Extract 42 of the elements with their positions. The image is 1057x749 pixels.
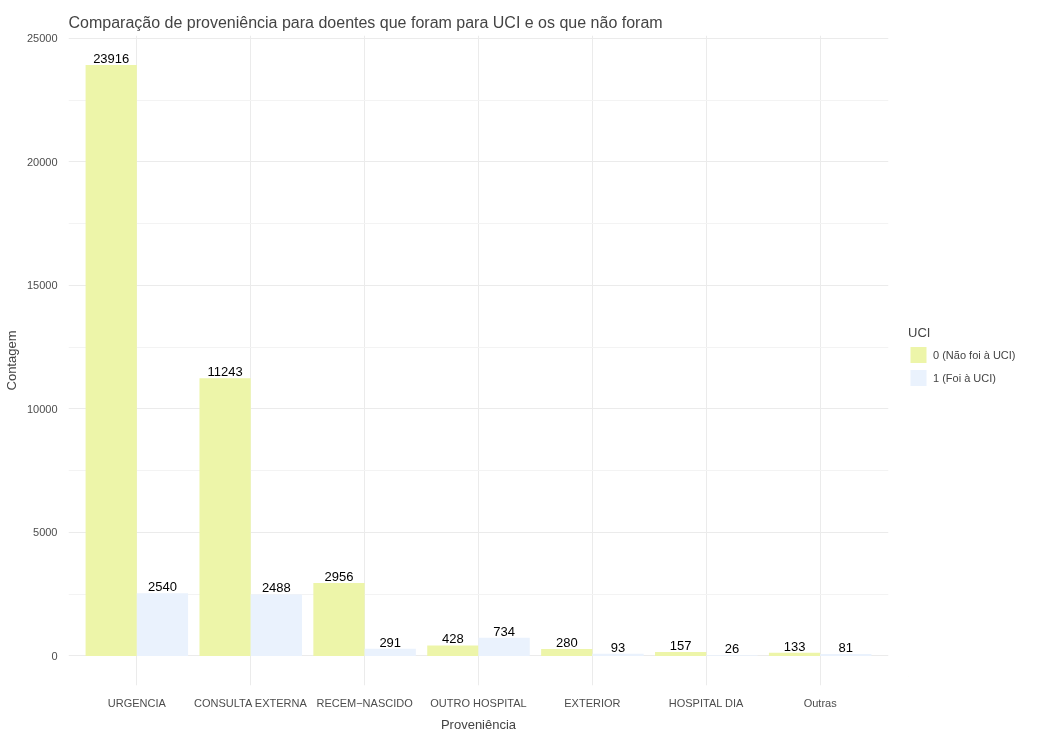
bar <box>313 582 365 656</box>
legend-label: 0 (Não foi à UCI) <box>933 348 1016 360</box>
bar <box>427 645 479 656</box>
bar <box>85 65 137 656</box>
y-axis-title: Contagem <box>3 330 19 391</box>
data-label: 26 <box>724 641 740 657</box>
data-label: 428 <box>442 631 464 647</box>
x-tick-label: Outras <box>803 696 838 709</box>
bar <box>655 652 707 656</box>
y-tick-label: 10000 <box>26 402 58 415</box>
data-label: 11243 <box>207 364 243 380</box>
chart-title: Comparação de proveniência para doentes que foram para UCI e os que não foram <box>68 13 663 31</box>
legend-title: UCI <box>908 324 932 339</box>
data-label: 2956 <box>324 568 354 584</box>
x-axis-title: Proveniência <box>440 716 517 732</box>
x-tick-label: CONSULTA EXTERNA <box>194 696 308 709</box>
y-tick-label: 20000 <box>26 155 58 168</box>
data-label: 157 <box>669 638 692 654</box>
data-label: 23916 <box>93 51 130 67</box>
x-tick-label: RECEM−NASCIDO <box>316 696 414 709</box>
bar <box>364 648 416 656</box>
data-label: 734 <box>493 623 515 639</box>
y-tick-label: 0 <box>51 649 58 662</box>
x-tick-label: URGENCIA <box>107 696 167 709</box>
bar <box>541 649 593 656</box>
data-label: 2488 <box>261 580 291 596</box>
legend-label: 1 (Foi à UCI) <box>933 371 996 383</box>
y-tick-label: 25000 <box>26 32 58 45</box>
x-tick-label: OUTRO HOSPITAL <box>430 696 527 709</box>
data-label: 81 <box>838 639 854 655</box>
data-label: 133 <box>783 638 806 654</box>
y-tick-label: 5000 <box>33 526 58 539</box>
data-label: 93 <box>610 639 626 655</box>
bar <box>768 652 821 656</box>
data-label: 291 <box>379 634 402 650</box>
x-tick-label: HOSPITAL DIA <box>668 696 745 709</box>
bar <box>199 378 251 656</box>
bar <box>478 637 530 656</box>
y-tick-label: 15000 <box>26 279 58 292</box>
data-label: 280 <box>555 635 578 651</box>
data-label: 2540 <box>148 579 177 595</box>
x-tick-label: EXTERIOR <box>564 696 621 709</box>
